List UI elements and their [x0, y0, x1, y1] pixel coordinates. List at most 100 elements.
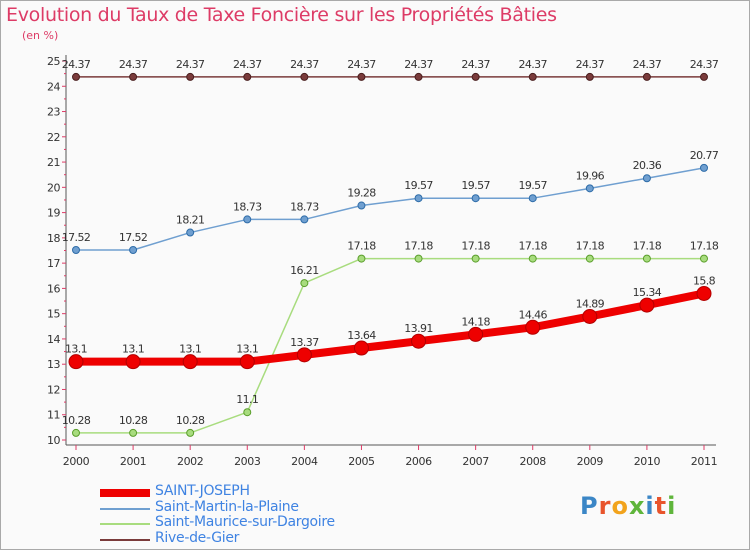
series-data-label-0: 13.1 — [65, 343, 87, 356]
x-tick-label: 2011 — [691, 455, 717, 468]
legend-swatch — [100, 538, 150, 541]
y-tick-label: 19 — [47, 207, 60, 220]
series-point-2 — [129, 428, 138, 437]
series-point-2 — [414, 254, 423, 263]
x-tick-label: 2003 — [234, 455, 261, 468]
series-point-1 — [642, 174, 651, 183]
series-point-0 — [582, 308, 598, 324]
series-point-3 — [300, 72, 309, 81]
series-data-label-2: 17.18 — [347, 240, 376, 253]
series-line-0 — [72, 289, 708, 366]
series-data-label-0: 14.46 — [518, 308, 547, 321]
series-point-1 — [72, 245, 80, 254]
series-point-3 — [642, 72, 651, 81]
y-tick-label: 17 — [47, 257, 60, 270]
series-point-0 — [296, 347, 312, 363]
series-point-0 — [125, 354, 141, 370]
legend-label: Rive-de-Gier — [155, 529, 240, 546]
series-data-label-2: 11.1 — [236, 393, 258, 406]
series-data-label-3: 24.37 — [633, 58, 662, 71]
series-data-label-2: 10.28 — [62, 414, 91, 427]
series-data-label-3: 24.37 — [461, 58, 490, 71]
series-data-label-0: 14.89 — [576, 297, 605, 310]
series-point-2 — [642, 254, 651, 263]
chart-title: Evolution du Taux de Taxe Foncière sur l… — [6, 4, 557, 26]
legend-swatch — [100, 507, 150, 510]
series-point-1 — [585, 184, 594, 193]
series-point-2 — [186, 428, 195, 437]
series-data-label-3: 24.37 — [347, 58, 376, 71]
series-point-1 — [700, 163, 708, 172]
series-point-3 — [414, 72, 423, 81]
y-tick-label: 21 — [47, 156, 60, 169]
series-point-3 — [72, 72, 80, 81]
series-data-label-3: 24.37 — [62, 58, 91, 71]
series-data-label-1: 19.57 — [461, 179, 490, 192]
series-data-label-2: 17.18 — [633, 240, 662, 253]
y-axis-unit-label: (en %) — [22, 29, 59, 42]
legend-label: SAINT-JOSEPH — [155, 483, 250, 499]
x-tick-label: 2001 — [120, 455, 146, 468]
y-tick-label: 16 — [47, 282, 60, 295]
series-point-2 — [471, 254, 480, 263]
series-point-3 — [528, 72, 537, 81]
series-data-label-1: 20.77 — [690, 149, 719, 162]
series-data-label-2: 17.18 — [518, 240, 547, 253]
series-data-label-0: 15.8 — [693, 274, 716, 287]
series-line-2 — [75, 257, 705, 434]
series-point-1 — [186, 228, 195, 237]
y-tick-label: 24 — [47, 80, 60, 93]
series-data-label-0: 13.37 — [290, 336, 319, 349]
series-data-label-3: 24.37 — [518, 58, 547, 71]
x-tick-label: 2006 — [405, 455, 432, 468]
y-tick-label: 14 — [47, 333, 60, 346]
series-point-2 — [72, 428, 80, 437]
series-data-label-0: 13.64 — [347, 329, 376, 342]
series-data-label-1: 19.28 — [347, 187, 376, 200]
series-data-label-2: 17.18 — [576, 240, 605, 253]
series-data-label-1: 18.73 — [233, 200, 262, 213]
series-point-2 — [243, 408, 252, 417]
series-data-label-1: 19.57 — [404, 179, 433, 192]
series-point-3 — [700, 72, 708, 81]
series-data-label-3: 24.37 — [576, 58, 605, 71]
series-point-3 — [243, 72, 252, 81]
series-point-2 — [528, 254, 537, 263]
series-point-1 — [300, 215, 309, 224]
series-point-3 — [129, 72, 138, 81]
series-point-0 — [468, 326, 484, 342]
series-point-2 — [357, 254, 366, 263]
series-point-0 — [353, 340, 369, 356]
series-data-label-2: 17.18 — [690, 240, 719, 253]
series-data-label-1: 17.52 — [119, 231, 148, 244]
series-data-label-0: 13.1 — [122, 343, 144, 356]
series-point-3 — [357, 72, 366, 81]
x-tick-label: 2008 — [520, 455, 547, 468]
series-data-label-3: 24.37 — [176, 58, 205, 71]
proxiti-logo: Proxiti — [580, 492, 677, 520]
series-point-1 — [414, 194, 423, 203]
x-tick-label: 2005 — [348, 455, 375, 468]
series-data-label-3: 24.37 — [233, 58, 262, 71]
series-point-1 — [528, 194, 537, 203]
series-data-label-1: 19.57 — [518, 179, 547, 192]
legend-swatch — [100, 523, 150, 525]
series-point-0 — [182, 354, 198, 370]
series-data-label-0: 13.1 — [179, 343, 201, 356]
x-tick-label: 2002 — [177, 455, 203, 468]
series-data-label-2: 16.21 — [290, 264, 319, 277]
series-data-label-1: 18.21 — [176, 214, 205, 227]
x-tick-label: 2004 — [291, 455, 318, 468]
legend-swatch — [100, 489, 150, 497]
x-tick-label: 2010 — [634, 455, 661, 468]
x-tick-label: 2009 — [577, 455, 604, 468]
series-point-2 — [585, 254, 594, 263]
x-tick-label: 2000 — [63, 455, 90, 468]
series-data-label-1: 17.52 — [62, 231, 91, 244]
series-point-1 — [357, 201, 366, 210]
series-data-label-3: 24.37 — [119, 58, 148, 71]
series-data-label-3: 24.37 — [404, 58, 433, 71]
series-point-2 — [300, 279, 309, 288]
x-tick-label: 2007 — [462, 455, 489, 468]
